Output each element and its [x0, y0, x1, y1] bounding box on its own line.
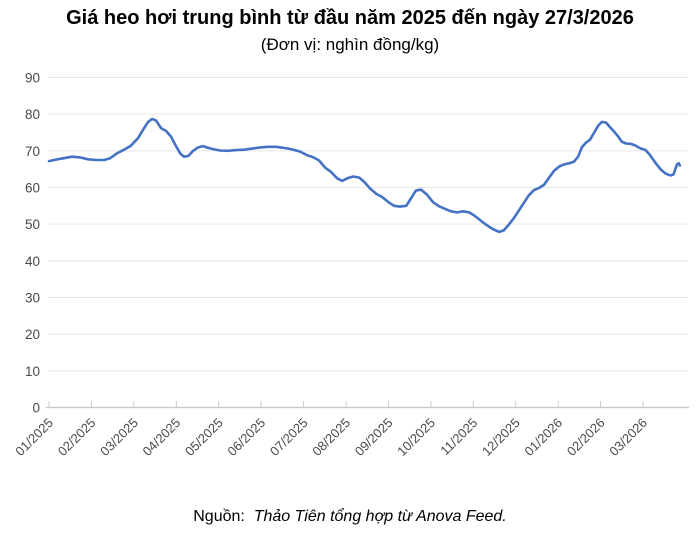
chart-subtitle: (Đơn vị: nghìn đồng/kg): [260, 35, 440, 54]
y-axis-label: 0: [32, 401, 40, 416]
chart-title: Giá heo hơi trung bình từ đầu năm 2025 đ…: [66, 7, 634, 29]
x-axis-label: 01/2026: [521, 415, 565, 459]
x-axis-label: 08/2025: [309, 415, 353, 459]
y-axis-label: 70: [25, 144, 40, 159]
y-axis-label: 40: [25, 254, 40, 269]
source-prefix: Nguồn:: [193, 508, 245, 525]
x-axis-label: 02/2025: [55, 415, 99, 459]
x-axis-label: 11/2025: [437, 415, 480, 458]
y-axis-label: 30: [25, 291, 40, 306]
y-axis-label: 10: [25, 364, 40, 379]
x-axis-label: 05/2025: [182, 415, 226, 459]
x-axis-label: 10/2025: [394, 415, 438, 459]
x-axis-label: 02/2026: [564, 415, 608, 459]
source-note: Nguồn: Thảo Tiên tổng hợp từ Anova Feed.: [0, 506, 700, 528]
y-axis-label: 90: [25, 71, 40, 86]
x-axis-label: 09/2025: [352, 415, 396, 459]
x-axis-label: 07/2025: [267, 415, 311, 459]
x-axis-label: 03/2026: [606, 415, 650, 459]
x-axis-label: 04/2025: [140, 415, 184, 459]
x-axis-label: 12/2025: [479, 415, 523, 459]
price-line: [47, 117, 682, 234]
y-axis-label: 20: [25, 327, 40, 342]
y-axis-label: 80: [25, 107, 40, 122]
x-axis-label: 01/2025: [12, 415, 56, 459]
source-text: Thảo Tiên tổng hợp từ Anova Feed.: [253, 508, 507, 525]
y-axis-label: 60: [25, 181, 40, 196]
y-axis-label: 50: [25, 217, 40, 232]
x-axis-label: 06/2025: [224, 415, 268, 459]
x-axis-label: 03/2025: [97, 415, 141, 459]
